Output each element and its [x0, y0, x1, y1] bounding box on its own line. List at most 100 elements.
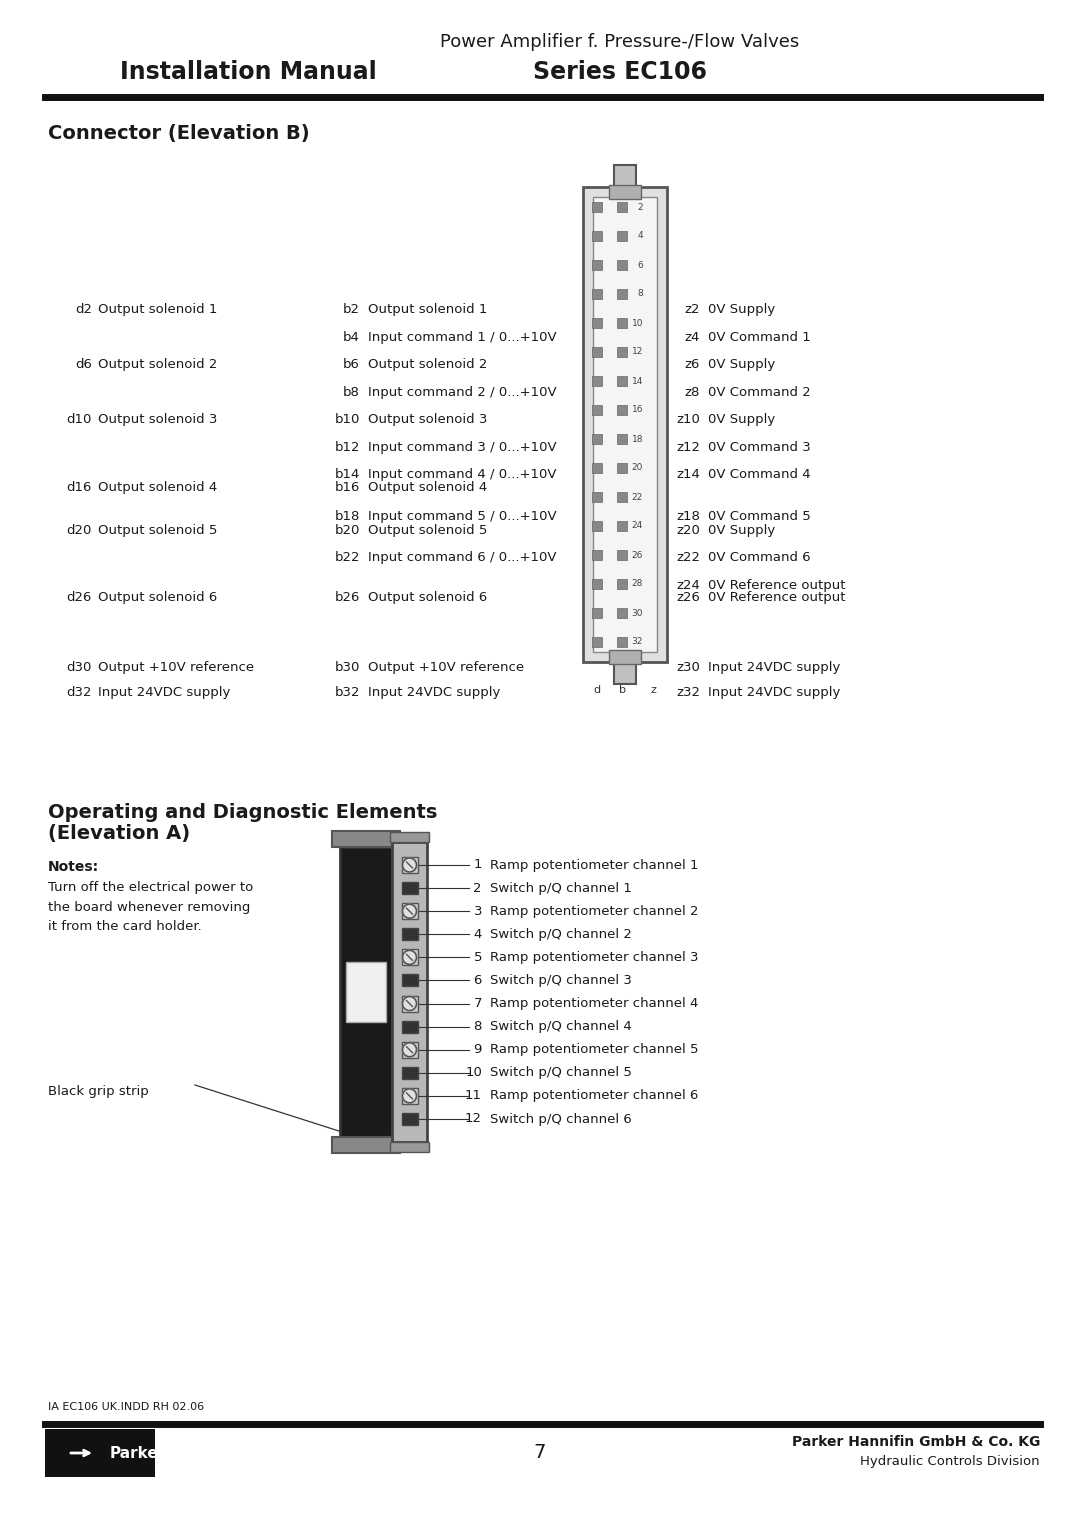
Bar	[592, 492, 602, 502]
Text: (Elevation A): (Elevation A)	[48, 824, 190, 844]
Text: Parker Hannifin GmbH & Co. KG: Parker Hannifin GmbH & Co. KG	[792, 1435, 1040, 1449]
Bar	[617, 231, 627, 241]
Text: Ramp potentiometer channel 2: Ramp potentiometer channel 2	[490, 905, 699, 918]
Circle shape	[403, 1043, 417, 1057]
Bar	[402, 1066, 418, 1079]
Text: z14: z14	[676, 469, 700, 481]
Bar	[617, 463, 627, 473]
Bar	[592, 319, 602, 328]
Text: Input 24VDC supply: Input 24VDC supply	[708, 662, 840, 674]
Text: 10: 10	[632, 319, 643, 328]
Text: b6: b6	[343, 358, 360, 371]
Circle shape	[403, 904, 417, 918]
Text: Output solenoid 6: Output solenoid 6	[98, 591, 217, 604]
Text: 3: 3	[473, 905, 482, 918]
Text: 0V Command 6: 0V Command 6	[708, 552, 811, 564]
Circle shape	[403, 996, 417, 1011]
Text: z4: z4	[685, 331, 700, 343]
Bar	[592, 231, 602, 241]
Text: Switch p/Q channel 4: Switch p/Q channel 4	[490, 1020, 632, 1033]
Bar	[402, 1042, 418, 1057]
Text: d10: d10	[67, 414, 92, 426]
Text: Input command 5 / 0...+10V: Input command 5 / 0...+10V	[368, 510, 556, 522]
Text: z2: z2	[685, 303, 700, 316]
Bar	[617, 521, 627, 532]
Text: 0V Reference output: 0V Reference output	[708, 591, 846, 604]
Text: 6: 6	[637, 260, 643, 270]
Bar	[592, 404, 602, 415]
Text: b32: b32	[335, 686, 360, 699]
Text: Output solenoid 1: Output solenoid 1	[98, 303, 217, 316]
Text: Ramp potentiometer channel 5: Ramp potentiometer channel 5	[490, 1043, 699, 1056]
Text: 0V Command 4: 0V Command 4	[708, 469, 811, 481]
Text: 12: 12	[632, 348, 643, 357]
Bar	[617, 348, 627, 357]
Text: z8: z8	[685, 386, 700, 398]
Bar	[609, 650, 642, 663]
Text: Switch p/Q channel 3: Switch p/Q channel 3	[490, 974, 632, 987]
Text: d26: d26	[67, 591, 92, 604]
Text: 26: 26	[632, 550, 643, 559]
Text: b10: b10	[335, 414, 360, 426]
Bar	[592, 463, 602, 473]
Text: b26: b26	[335, 591, 360, 604]
Text: Ramp potentiometer channel 3: Ramp potentiometer channel 3	[490, 951, 699, 964]
Text: 8: 8	[637, 290, 643, 299]
Text: Output solenoid 5: Output solenoid 5	[98, 524, 217, 536]
Text: Input command 4 / 0...+10V: Input command 4 / 0...+10V	[368, 469, 556, 481]
Text: it from the card holder.: it from the card holder.	[48, 921, 202, 933]
Bar	[390, 832, 429, 843]
Text: Installation Manual: Installation Manual	[120, 60, 377, 84]
Text: Output solenoid 5: Output solenoid 5	[368, 524, 487, 536]
Bar	[402, 996, 418, 1011]
Bar	[340, 847, 392, 1137]
Text: 0V Command 2: 0V Command 2	[708, 386, 811, 398]
Text: b20: b20	[335, 524, 360, 536]
Circle shape	[403, 1089, 417, 1103]
Text: d20: d20	[67, 524, 92, 536]
Bar	[592, 348, 602, 357]
Text: 0V Reference output: 0V Reference output	[708, 579, 846, 591]
Text: d16: d16	[67, 481, 92, 493]
Text: Input command 2 / 0...+10V: Input command 2 / 0...+10V	[368, 386, 556, 398]
Text: Output solenoid 4: Output solenoid 4	[368, 481, 487, 493]
Text: Output solenoid 3: Output solenoid 3	[368, 414, 487, 426]
Text: z20: z20	[676, 524, 700, 536]
Text: 22: 22	[632, 492, 643, 501]
Bar	[402, 1020, 418, 1033]
Bar	[592, 550, 602, 561]
Text: 5: 5	[473, 951, 482, 964]
Bar	[617, 290, 627, 299]
Text: Output solenoid 4: Output solenoid 4	[98, 481, 217, 493]
Text: 7: 7	[473, 997, 482, 1010]
Bar	[617, 404, 627, 415]
Text: Output solenoid 2: Output solenoid 2	[368, 358, 487, 371]
Bar	[617, 202, 627, 211]
Text: z12: z12	[676, 441, 700, 453]
Text: d32: d32	[67, 686, 92, 699]
Text: IA EC106 UK.INDD RH 02.06: IA EC106 UK.INDD RH 02.06	[48, 1402, 204, 1413]
Text: Input 24VDC supply: Input 24VDC supply	[98, 686, 230, 699]
Text: Notes:: Notes:	[48, 859, 99, 873]
Text: 12: 12	[465, 1112, 482, 1126]
Bar	[615, 165, 636, 187]
Text: 2: 2	[473, 881, 482, 895]
Text: b: b	[619, 685, 625, 696]
Text: 24: 24	[632, 521, 643, 530]
Bar	[346, 962, 386, 1022]
Text: Output solenoid 2: Output solenoid 2	[98, 358, 217, 371]
Bar	[332, 830, 400, 847]
Text: b16: b16	[335, 481, 360, 493]
Bar	[402, 1114, 418, 1124]
Text: z26: z26	[676, 591, 700, 604]
Text: b18: b18	[335, 510, 360, 522]
Text: Input 24VDC supply: Input 24VDC supply	[708, 686, 840, 699]
Text: Power Amplifier f. Pressure-/Flow Valves: Power Amplifier f. Pressure-/Flow Valves	[441, 34, 799, 51]
Text: z32: z32	[676, 686, 700, 699]
Text: Series EC106: Series EC106	[534, 60, 707, 84]
Text: 28: 28	[632, 579, 643, 588]
Text: Connector (Elevation B): Connector (Elevation B)	[48, 124, 310, 144]
Text: 0V Supply: 0V Supply	[708, 303, 775, 316]
Bar	[592, 434, 602, 444]
Text: b12: b12	[335, 441, 360, 453]
